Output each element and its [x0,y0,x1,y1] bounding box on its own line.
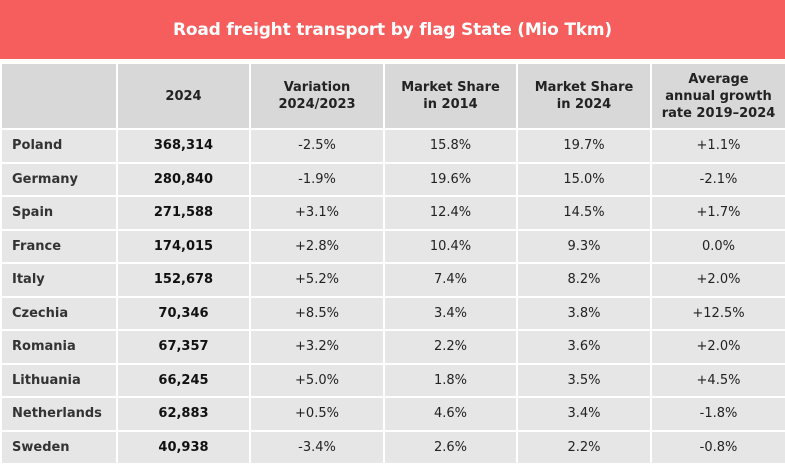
table-row: Lithuania 66,245 +5.0% 1.8% 3.5% +4.5% [0,362,785,398]
value-cell: 8.2% [516,262,652,298]
value-cell: +1.7% [650,195,785,231]
value-cell: 15.0% [516,161,652,197]
country-cell: Netherlands [0,396,118,432]
value-cell: 67,357 [116,329,251,365]
value-cell: 3.4% [383,295,518,331]
table-row: Italy 152,678 +5.2% 7.4% 8.2% +2.0% [0,262,785,298]
value-cell: +2.0% [650,329,785,365]
value-cell: 66,245 [116,362,251,398]
table-row: Poland 368,314 -2.5% 15.8% 19.7% +1.1% [0,128,785,164]
country-cell: France [0,228,118,264]
value-cell: +5.2% [249,262,385,298]
value-cell: 4.6% [383,396,518,432]
table-row: Netherlands 62,883 +0.5% 4.6% 3.4% -1.8% [0,396,785,432]
value-cell: 19.7% [516,128,652,164]
value-cell: 40,938 [116,429,251,465]
country-cell: Sweden [0,429,118,465]
column-header: Variation 2024/2023 [249,62,385,130]
table-title: Road freight transport by flag State (Mi… [0,0,785,59]
column-header [0,62,118,130]
value-cell: -3.4% [249,429,385,465]
freight-table: 2024 Variation 2024/2023 Market Share in 201… [0,62,785,465]
value-cell: -1.8% [650,396,785,432]
table-row: Czechia 70,346 +8.5% 3.4% 3.8% +12.5% [0,295,785,331]
value-cell: 2.6% [383,429,518,465]
value-cell: 3.6% [516,329,652,365]
country-cell: Italy [0,262,118,298]
value-cell: 10.4% [383,228,518,264]
value-cell: -1.9% [249,161,385,197]
value-cell: +2.0% [650,262,785,298]
value-cell: 2.2% [516,429,652,465]
country-cell: Germany [0,161,118,197]
value-cell: 1.8% [383,362,518,398]
value-cell: 12.4% [383,195,518,231]
table-row: Sweden 40,938 -3.4% 2.6% 2.2% -0.8% [0,429,785,465]
header-row: 2024 Variation 2024/2023 Market Share in 201… [0,62,785,130]
value-cell: 15.8% [383,128,518,164]
value-cell: 62,883 [116,396,251,432]
country-cell: Lithuania [0,362,118,398]
value-cell: +3.2% [249,329,385,365]
value-cell: 3.8% [516,295,652,331]
column-header: Average annual growth rate 2019–2024 [650,62,785,130]
value-cell: 3.5% [516,362,652,398]
country-cell: Spain [0,195,118,231]
value-cell: +0.5% [249,396,385,432]
value-cell: 19.6% [383,161,518,197]
value-cell: -2.1% [650,161,785,197]
value-cell: 2.2% [383,329,518,365]
value-cell: 0.0% [650,228,785,264]
column-header: Market Share in 2024 [516,62,652,130]
country-cell: Romania [0,329,118,365]
value-cell: +4.5% [650,362,785,398]
value-cell: +12.5% [650,295,785,331]
value-cell: +8.5% [249,295,385,331]
value-cell: +5.0% [249,362,385,398]
value-cell: 9.3% [516,228,652,264]
country-cell: Czechia [0,295,118,331]
value-cell: -2.5% [249,128,385,164]
value-cell: +2.8% [249,228,385,264]
table-row: Germany 280,840 -1.9% 19.6% 15.0% -2.1% [0,161,785,197]
table-row: Romania 67,357 +3.2% 2.2% 3.6% +2.0% [0,329,785,365]
value-cell: 152,678 [116,262,251,298]
value-cell: +1.1% [650,128,785,164]
column-header: Market Share in 2014 [383,62,518,130]
table-row: Spain 271,588 +3.1% 12.4% 14.5% +1.7% [0,195,785,231]
value-cell: -0.8% [650,429,785,465]
value-cell: 7.4% [383,262,518,298]
column-header: 2024 [116,62,251,130]
country-cell: Poland [0,128,118,164]
table-row: France 174,015 +2.8% 10.4% 9.3% 0.0% [0,228,785,264]
value-cell: 70,346 [116,295,251,331]
value-cell: 368,314 [116,128,251,164]
value-cell: +3.1% [249,195,385,231]
value-cell: 174,015 [116,228,251,264]
value-cell: 14.5% [516,195,652,231]
value-cell: 271,588 [116,195,251,231]
value-cell: 280,840 [116,161,251,197]
value-cell: 3.4% [516,396,652,432]
